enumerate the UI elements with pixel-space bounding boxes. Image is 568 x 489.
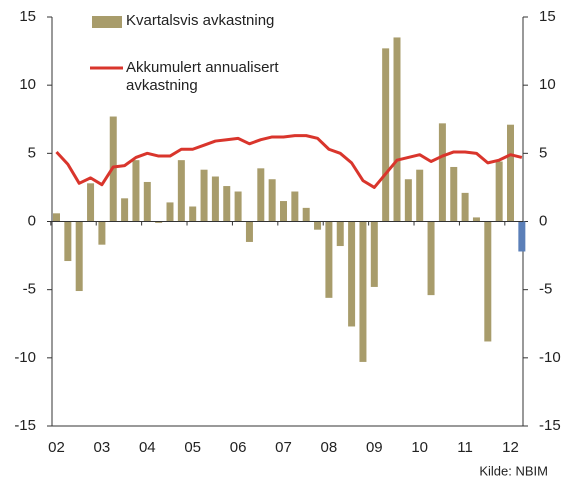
bar: [393, 37, 401, 222]
bar: [472, 217, 480, 222]
bar: [382, 48, 390, 222]
bar: [484, 221, 492, 342]
bar: [450, 166, 458, 222]
y-tick-label: -10: [14, 349, 36, 366]
bar: [87, 183, 95, 222]
bar: [155, 221, 163, 223]
bar: [348, 221, 356, 327]
bar: [166, 202, 174, 222]
bar: [268, 179, 276, 222]
x-tick-label: 11: [457, 439, 473, 456]
x-tick-label: 08: [321, 439, 338, 456]
bar: [189, 206, 197, 222]
bar: [370, 221, 378, 287]
bar: [495, 161, 503, 222]
bar: [132, 160, 140, 222]
bar: [223, 186, 231, 222]
y-tick-label: 10: [19, 76, 36, 93]
x-tick-label: 04: [139, 439, 156, 456]
source: Kilde: NBIM: [479, 463, 548, 478]
bar: [325, 221, 333, 298]
bar: [177, 160, 185, 222]
bar: [507, 124, 514, 222]
bar: [234, 191, 242, 222]
x-tick-label: 06: [230, 439, 247, 456]
y2-tick-label: -5: [539, 281, 552, 298]
bar: [121, 198, 129, 222]
x-tick-label: 05: [184, 439, 201, 456]
line: [55, 134, 523, 189]
y-tick-label: -15: [14, 417, 36, 434]
bar: [438, 123, 446, 222]
bar: [245, 221, 253, 242]
x-tick-label: 09: [366, 439, 383, 456]
y-tick-label: 15: [19, 8, 36, 25]
x-tick-label: 10: [411, 439, 428, 456]
bar: [302, 207, 310, 222]
bar: [416, 169, 424, 222]
y-tick-label: 5: [28, 144, 36, 161]
bar: [404, 179, 412, 222]
bar: [98, 221, 106, 245]
legend-bar-label: Kvartalsvis avkastning: [126, 12, 275, 29]
legend-line-label: Akkumulert annualisert avkastning: [126, 59, 279, 94]
bar: [280, 201, 287, 222]
bar: [211, 176, 219, 222]
y2-tick-label: -15: [539, 417, 561, 434]
bar: [64, 221, 72, 262]
bar: [359, 221, 367, 362]
y2-tick-label: 5: [539, 144, 547, 161]
bar: [314, 221, 322, 230]
x-tick-label: 07: [275, 439, 292, 456]
x-tick-label: 03: [94, 439, 111, 456]
y-tick-label: -5: [23, 281, 36, 298]
bar: [518, 221, 526, 252]
legend-bar-swatch: [92, 16, 122, 28]
x-tick-label: 12: [502, 439, 519, 456]
y2-tick-label: 15: [539, 8, 556, 25]
bar: [257, 168, 265, 222]
bar: [200, 169, 208, 222]
bar: [461, 192, 469, 222]
bar: [336, 221, 344, 247]
y2-tick-label: 10: [539, 76, 556, 93]
y2-tick-label: 0: [539, 212, 547, 229]
y2-tick-label: -10: [539, 349, 561, 366]
x-tick-label: 02: [48, 439, 65, 456]
bar: [53, 213, 60, 222]
bar: [75, 221, 83, 292]
bar: [291, 191, 299, 222]
bar: [143, 181, 151, 222]
y-tick-label: 0: [28, 212, 36, 229]
bar: [427, 221, 435, 296]
